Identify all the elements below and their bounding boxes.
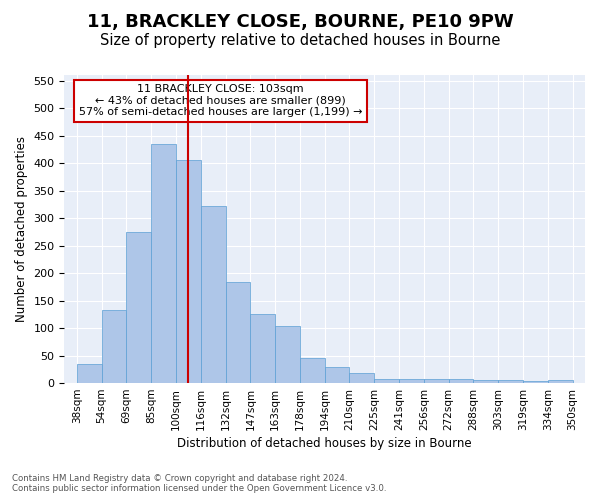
Bar [498,380,523,383]
Bar [325,366,349,383]
Text: 11, BRACKLEY CLOSE, BOURNE, PE10 9PW: 11, BRACKLEY CLOSE, BOURNE, PE10 9PW [86,12,514,30]
Bar [201,206,226,383]
Bar [300,358,325,383]
Bar [250,314,275,383]
Bar [473,380,498,383]
Bar [151,144,176,383]
Text: Size of property relative to detached houses in Bourne: Size of property relative to detached ho… [100,32,500,48]
Bar [101,310,127,383]
Bar [374,379,399,383]
Bar [275,326,300,383]
Bar [399,378,424,383]
Text: Contains HM Land Registry data © Crown copyright and database right 2024.: Contains HM Land Registry data © Crown c… [12,474,347,483]
Bar [127,232,151,383]
Bar [349,373,374,383]
Bar [424,378,449,383]
Bar [523,382,548,383]
Bar [77,364,101,383]
Bar [226,282,250,383]
X-axis label: Distribution of detached houses by size in Bourne: Distribution of detached houses by size … [178,437,472,450]
Bar [176,160,201,383]
Text: 11 BRACKLEY CLOSE: 103sqm
← 43% of detached houses are smaller (899)
57% of semi: 11 BRACKLEY CLOSE: 103sqm ← 43% of detac… [79,84,362,117]
Bar [449,379,473,383]
Y-axis label: Number of detached properties: Number of detached properties [15,136,28,322]
Bar [548,380,572,383]
Text: Contains public sector information licensed under the Open Government Licence v3: Contains public sector information licen… [12,484,386,493]
